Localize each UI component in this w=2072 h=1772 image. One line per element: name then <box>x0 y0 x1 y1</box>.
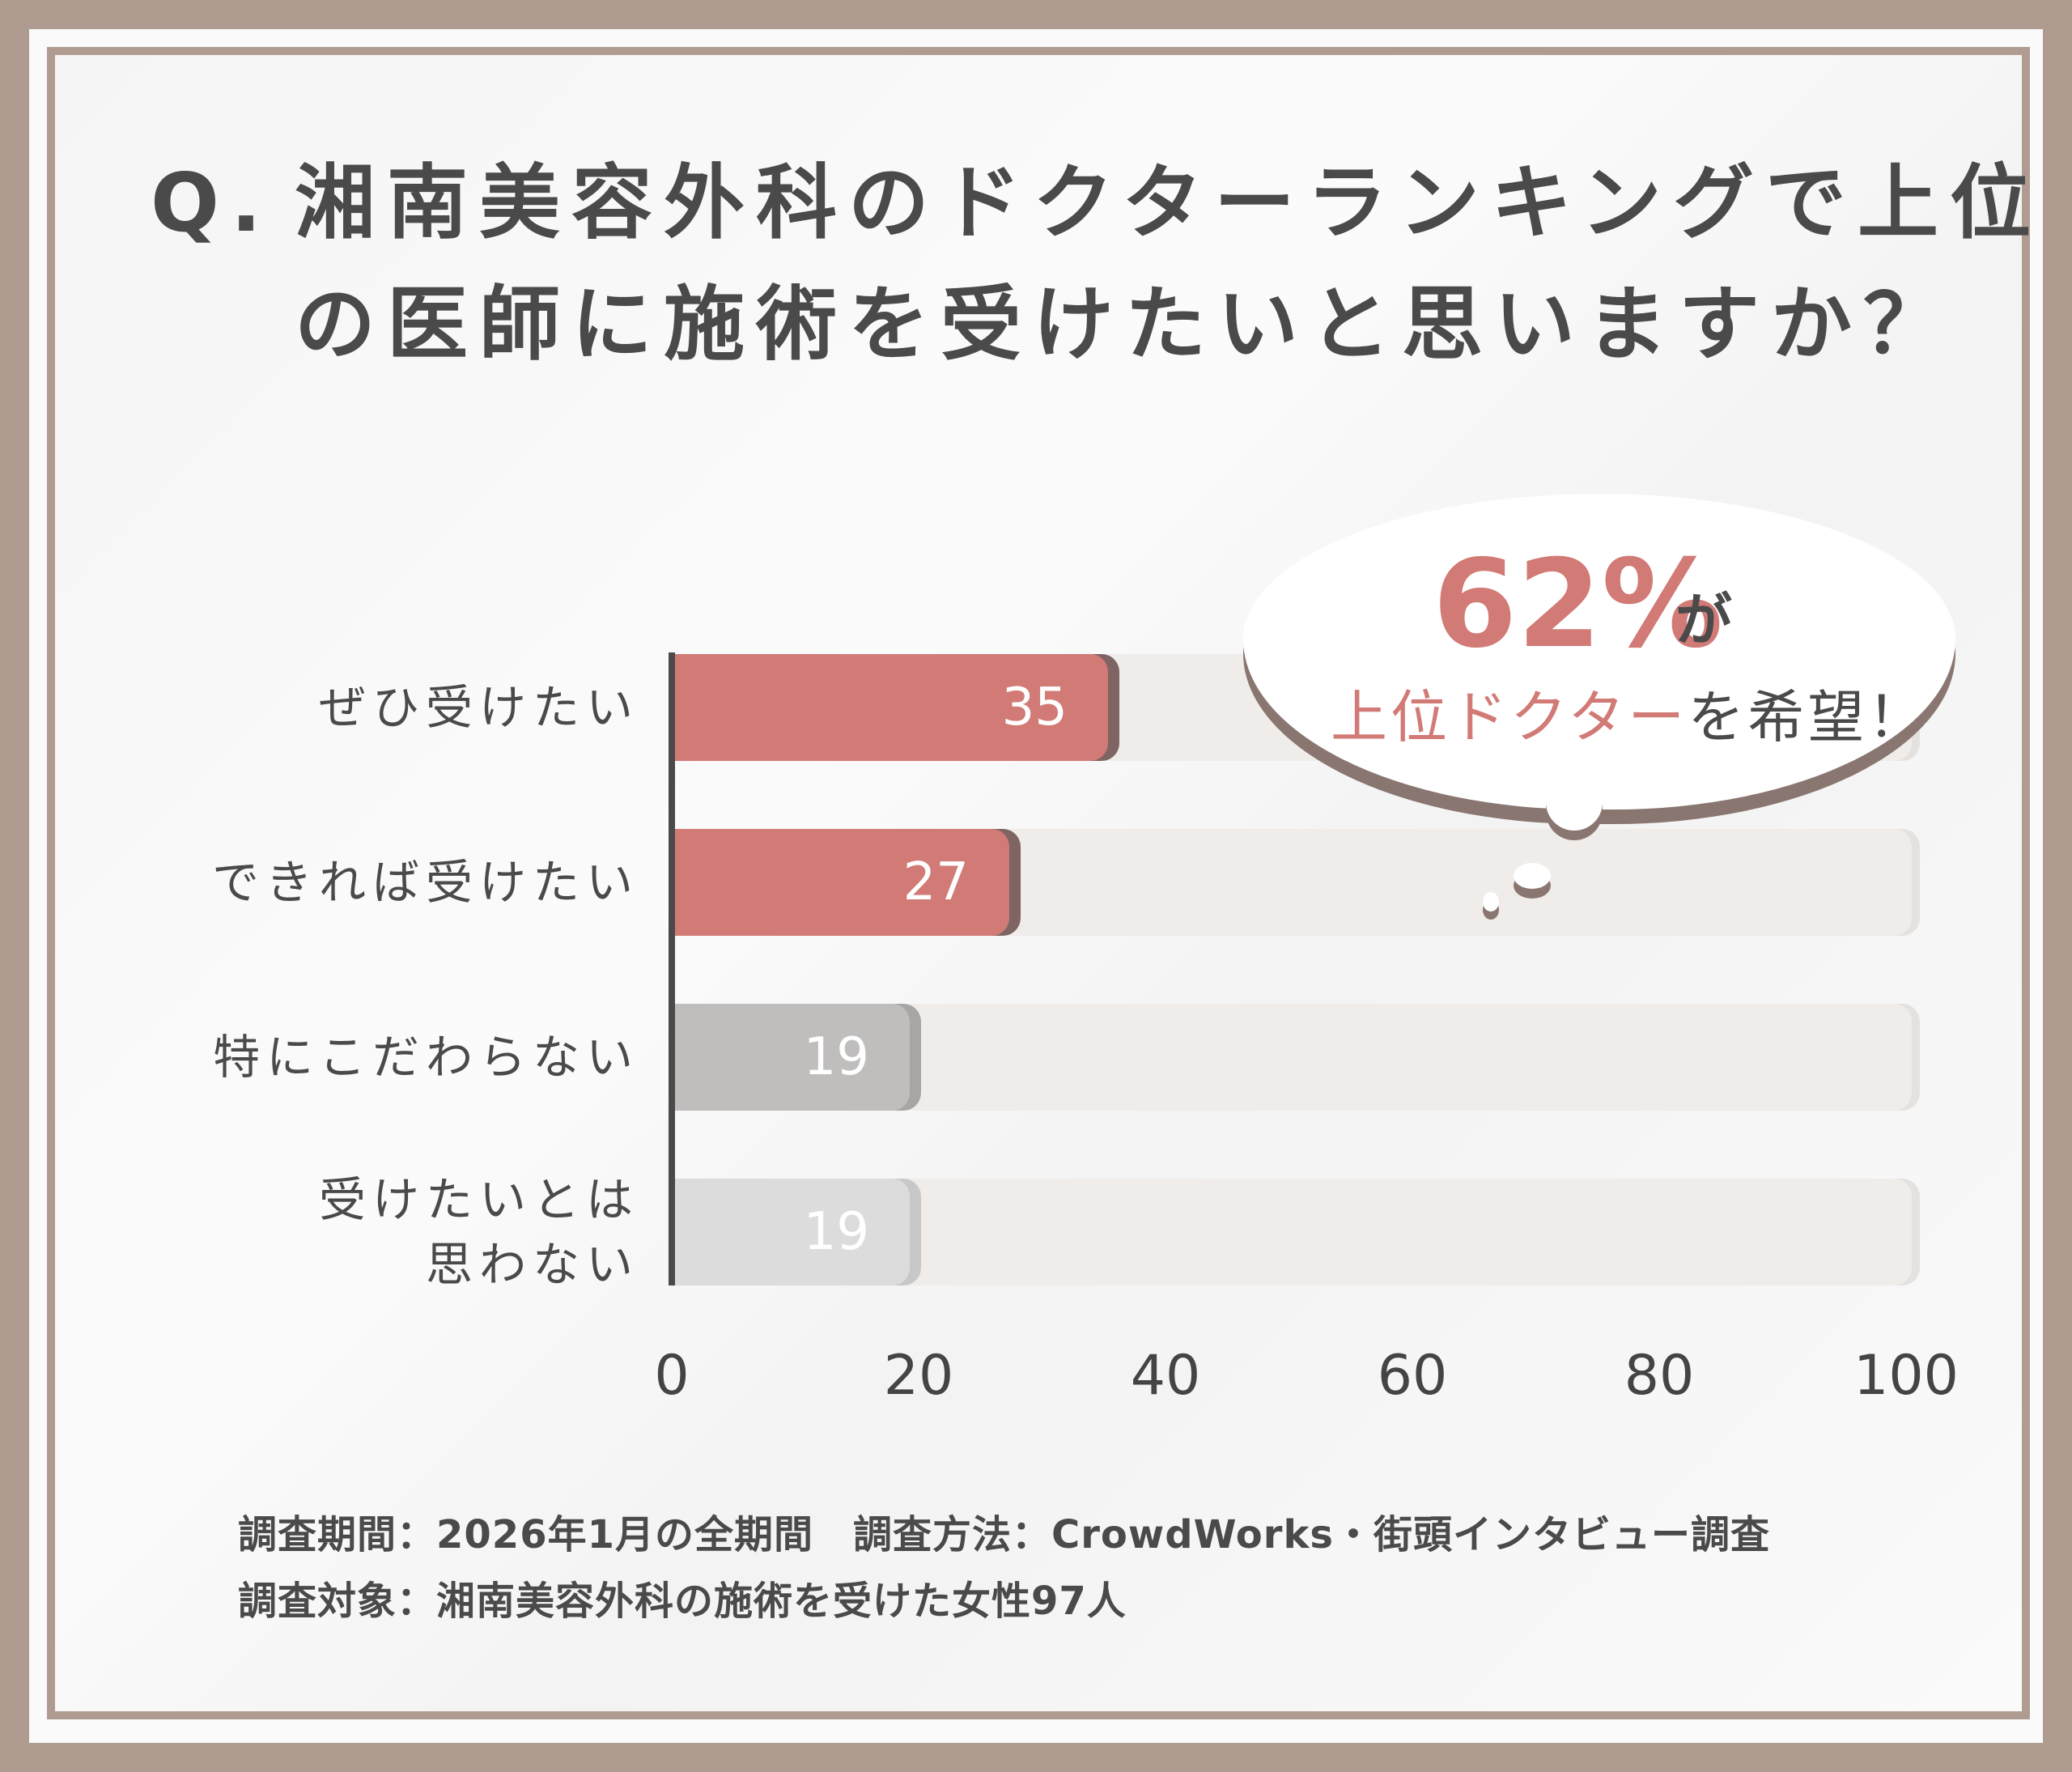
category-label: できれば受けたい <box>211 855 639 910</box>
bar-strongly-want: 35 <box>675 654 1108 761</box>
x-tick: 100 <box>1853 1344 1959 1408</box>
bar-want-if-possible: 27 <box>675 829 1009 936</box>
category-label: 特にこだわらない <box>213 1030 639 1085</box>
y-axis-line <box>669 652 675 1285</box>
bar-value: 19 <box>803 1202 869 1262</box>
category-label-line2: 思わない <box>425 1237 639 1292</box>
x-tick: 0 <box>654 1344 690 1408</box>
callout-suffix: を希望！ <box>1688 684 1928 750</box>
bar-no-preference: 19 <box>675 1004 910 1111</box>
survey-info-line2: 調査対象：湘南美容外科の施術を受けた女性97人 <box>238 1579 1127 1624</box>
x-tick: 40 <box>1130 1344 1201 1408</box>
callout-percent: 62% <box>1433 534 1724 675</box>
callout-particle: が <box>1675 587 1732 653</box>
category-label: 受けたいとは 思わない <box>319 1167 639 1297</box>
callout-highlight: 上位ドクター <box>1331 684 1688 750</box>
category-label: ぜひ受けたい <box>318 680 639 735</box>
bar-value: 35 <box>1001 678 1068 737</box>
bar-value: 27 <box>902 852 969 912</box>
speech-bubble <box>1243 494 1955 810</box>
bubble-dot <box>1514 863 1551 889</box>
bubble-dot <box>1483 892 1499 911</box>
callout-message: 上位ドクターを希望！ <box>1331 672 1927 754</box>
question-prefix: Q. <box>151 155 273 250</box>
x-tick: 20 <box>883 1344 954 1408</box>
x-tick: 60 <box>1377 1344 1448 1408</box>
survey-info-line1: 調査期間：2026年1月の全期間 調査方法：CrowdWorks・街頭インタビュ… <box>238 1512 1770 1557</box>
bar-do-not-want: 19 <box>675 1179 910 1285</box>
x-tick: 80 <box>1624 1344 1695 1408</box>
category-label-line1: 受けたいとは <box>318 1172 639 1227</box>
question-text: 湘南美容外科のドクターランキングで上位の医師に施術を受けたいと思いますか？ <box>295 155 2042 372</box>
bar-value: 19 <box>803 1027 869 1087</box>
